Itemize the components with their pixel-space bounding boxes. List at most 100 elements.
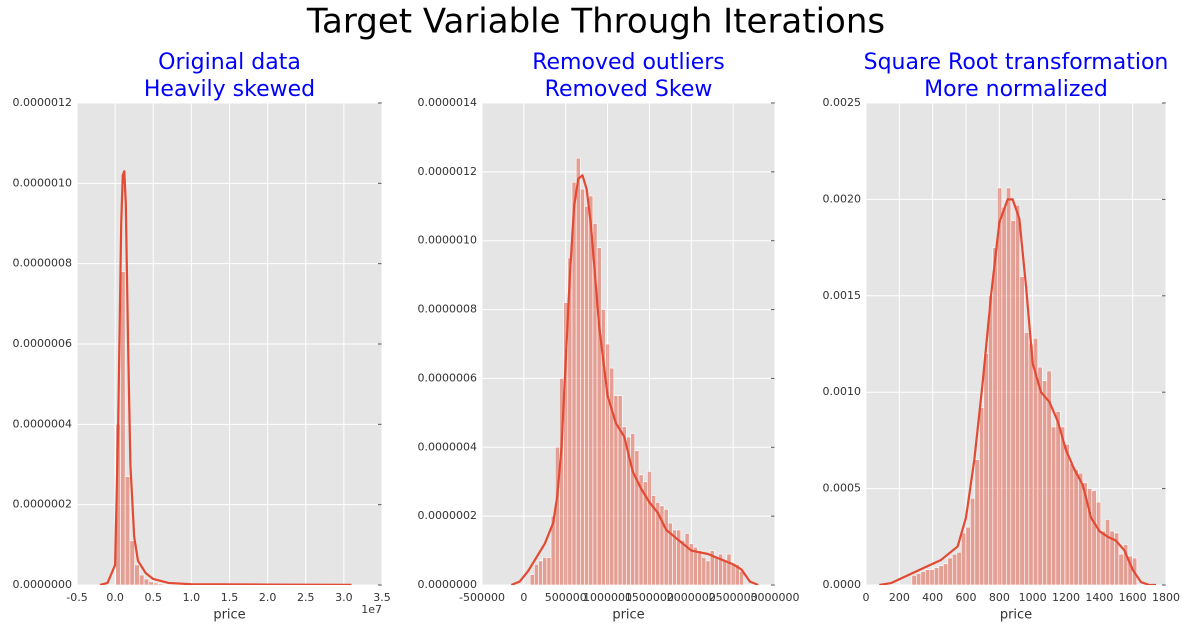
histogram-bar	[983, 353, 989, 585]
histogram-bar	[1078, 472, 1084, 585]
histogram-bar	[1064, 443, 1070, 585]
histogram-bar	[1055, 411, 1061, 585]
histogram-bar	[575, 157, 581, 585]
x-tick-label: 0.0	[106, 591, 124, 604]
histogram-bar	[992, 247, 998, 585]
histogram-bar	[529, 574, 535, 585]
x-tick-label: 600	[956, 591, 977, 604]
histogram-bar	[139, 574, 145, 585]
histogram-bar	[634, 450, 640, 585]
x-offset-label: 1e7	[361, 603, 382, 616]
histogram-bar	[120, 271, 126, 585]
histogram-bar	[1006, 187, 1012, 585]
kde-line	[879, 198, 1156, 585]
histogram-bar	[538, 560, 543, 585]
histogram-bar	[1037, 366, 1043, 585]
histogram-bar	[621, 426, 627, 585]
y-tick-label: 0.0000008	[418, 303, 478, 316]
subplot-title: Removed Skew	[545, 77, 713, 102]
x-axis-label: price	[612, 608, 644, 623]
x-tick-label: 3.0	[335, 591, 353, 604]
histogram-bar	[684, 533, 690, 585]
x-tick-label: 1.5	[221, 591, 239, 604]
histogram-bar	[979, 407, 985, 585]
kde-line	[99, 170, 352, 585]
x-tick-label: 0	[520, 591, 527, 604]
y-tick-label: 0.0015	[823, 289, 862, 302]
histogram-bar	[1051, 426, 1057, 585]
plot-marks	[879, 187, 1156, 585]
y-tick-label: 0.0000000	[418, 578, 478, 591]
subplot-title: Square Root transformation	[864, 50, 1169, 75]
histogram-bar	[153, 582, 159, 585]
histogram-bar	[920, 571, 926, 585]
plot-marks	[510, 157, 759, 585]
histogram-bar	[974, 459, 980, 585]
x-tick-label: 1200	[1052, 591, 1080, 604]
subplot-title: Original data	[158, 50, 301, 75]
y-tick-label: 0.0000012	[418, 165, 478, 178]
x-tick-label: 200	[889, 591, 910, 604]
histogram-bar	[129, 540, 135, 585]
y-tick-label: 0.0000014	[418, 96, 478, 109]
histogram-bar	[705, 560, 711, 585]
kde-line	[510, 174, 759, 585]
histogram-bar	[546, 557, 552, 585]
histogram-bar	[730, 564, 736, 585]
histogram-bar	[965, 526, 971, 585]
histogram-bar	[1024, 332, 1030, 585]
histogram-bar	[925, 569, 931, 585]
x-tick-label: 1000	[1019, 591, 1047, 604]
y-tick-label: 0.0000010	[13, 176, 73, 189]
y-tick-label: 0.0000004	[13, 417, 73, 430]
histogram-bar	[148, 581, 154, 585]
histogram-bar	[947, 557, 953, 585]
plot-area	[866, 103, 1166, 585]
histogram-bar	[1019, 276, 1025, 585]
histogram-bar	[1010, 220, 1016, 585]
histogram-bar	[1042, 380, 1048, 585]
histogram-bar	[534, 564, 539, 585]
histogram-bar	[701, 557, 707, 585]
histogram-bar	[970, 497, 976, 585]
y-tick-label: 0.0000004	[418, 440, 478, 453]
y-tick-label: 0.0020	[823, 192, 862, 205]
histogram-bar	[680, 539, 686, 585]
subplot-title: More normalized	[924, 77, 1108, 102]
histogram-bar	[1073, 469, 1079, 585]
histogram-bar	[124, 476, 131, 585]
x-tick-label: 1400	[1085, 591, 1113, 604]
histogram-bar	[988, 295, 994, 585]
histogram-bar	[663, 508, 669, 585]
x-tick-label: 400	[922, 591, 943, 604]
plot-area	[482, 103, 775, 585]
histogram-bar	[167, 584, 173, 585]
histogram-bar	[726, 553, 732, 585]
x-tick-label: 2500000	[709, 591, 758, 604]
y-tick-label: 0.0000002	[13, 498, 73, 511]
histogram-bar	[647, 471, 652, 585]
histogram-bar	[1060, 426, 1066, 585]
x-tick-label: 500000	[545, 591, 587, 604]
histogram-bar	[714, 557, 719, 585]
y-tick-label: 0.0000000	[13, 578, 73, 591]
plot-marks	[99, 170, 353, 585]
x-tick-label: 1000000	[583, 591, 632, 604]
figure-title: Target Variable Through Iterations	[306, 2, 885, 42]
histogram-bar	[1015, 204, 1021, 585]
histogram-bar	[584, 205, 590, 585]
histogram-bar	[134, 564, 140, 585]
y-tick-label: 0.0000006	[13, 337, 73, 350]
x-tick-label: 1800	[1152, 591, 1180, 604]
histogram-bar	[934, 567, 940, 585]
histogram-bar	[722, 560, 728, 585]
x-tick-label: -0.5	[66, 591, 87, 604]
histogram-bar	[929, 569, 935, 585]
histogram-bar	[609, 367, 615, 585]
x-tick-label: -500000	[459, 591, 505, 604]
x-tick-label: 2000000	[667, 591, 716, 604]
y-tick-label: 0.0005	[823, 482, 862, 495]
y-tick-label: 0.0000008	[13, 257, 73, 270]
subplot-title: Removed outliers	[532, 50, 725, 75]
histogram-bar	[157, 583, 164, 585]
